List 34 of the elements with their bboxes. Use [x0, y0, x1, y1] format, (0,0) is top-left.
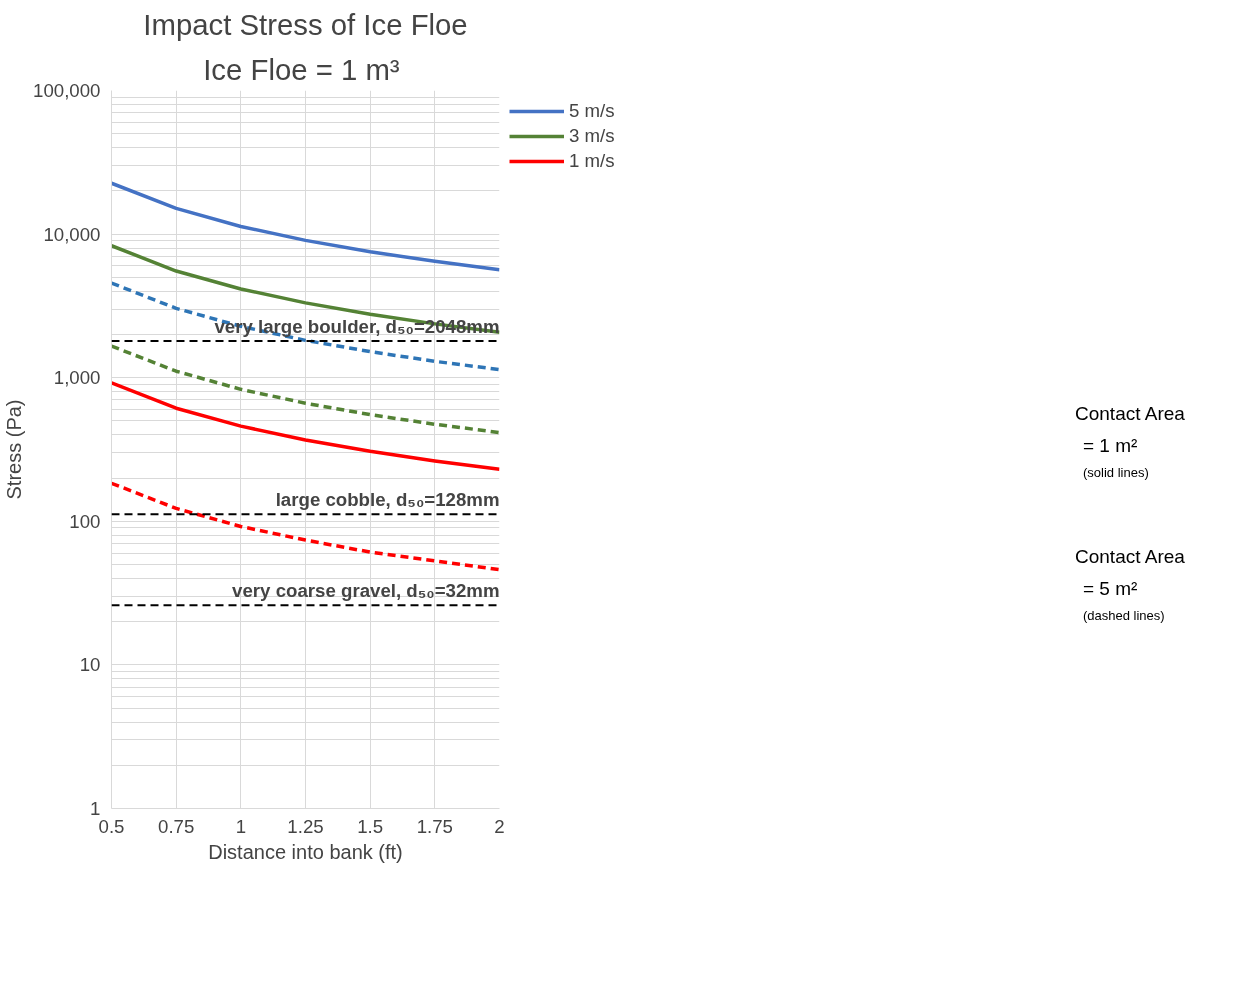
text: (solid lines): [1083, 464, 1149, 483]
legend-label: 1 m/s: [569, 150, 615, 172]
text: Contact Area: [1075, 544, 1185, 569]
chart-subtitle: Ice Floe = 1 m³: [203, 52, 400, 86]
line-series: [111, 344, 500, 435]
y-tick-label: 10: [79, 654, 101, 676]
y-tick-label: 100: [69, 510, 101, 532]
text: Contact Area: [1075, 402, 1185, 426]
line-series: [111, 243, 500, 335]
y-tick-label: 100,000: [33, 80, 101, 101]
x-tick-label: 1: [235, 815, 247, 837]
text: (dashed lines): [1083, 607, 1165, 626]
line-series: [111, 481, 500, 572]
line-series: [111, 281, 500, 372]
legend-label: 3 m/s: [569, 125, 615, 147]
x-tick-label: 1.75: [416, 815, 453, 837]
x-tick-label: 2: [494, 815, 505, 837]
x-tick-label: 1.25: [287, 815, 324, 837]
y-tick-label: 10,000: [43, 223, 101, 245]
annotation: large cobble, d₅₀=128mm: [275, 489, 500, 511]
x-axis-title: Distance into bank (ft): [208, 840, 403, 863]
annotation: very coarse gravel, d₅₀=32mm: [232, 580, 500, 602]
line-series: [111, 181, 500, 272]
x-tick-label: 0.75: [158, 815, 195, 837]
line-series: [111, 381, 500, 472]
chart-title: Impact Stress of Ice Floe: [143, 7, 468, 41]
text: = 5 m²: [1083, 577, 1138, 601]
y-tick-label: 1,000: [53, 367, 101, 389]
legend-label: 5 m/s: [569, 100, 615, 122]
text: = 1 m²: [1083, 434, 1138, 459]
x-tick-label: 0.5: [98, 815, 125, 837]
x-tick-label: 1.5: [357, 815, 384, 837]
y-tick-label: 1: [90, 798, 101, 819]
y-axis-title: Stress (Pa): [3, 399, 26, 500]
